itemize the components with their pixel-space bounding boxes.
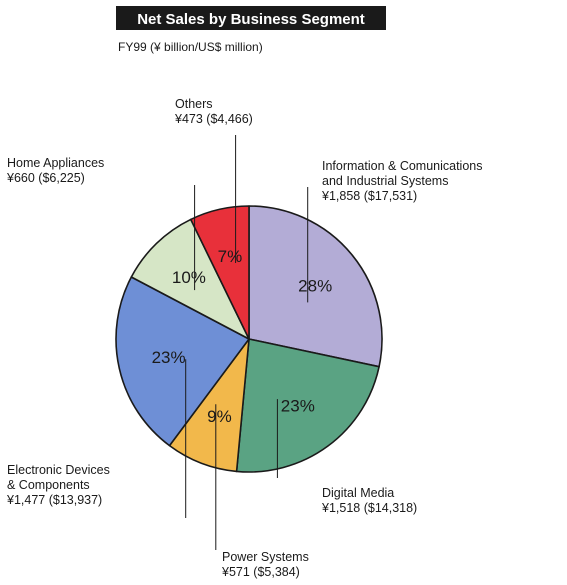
pct-label-digital-media: 23% — [281, 396, 315, 415]
segment-label-line: ¥1,518 ($14,318) — [321, 501, 417, 515]
percentage-labels: 28% 23% 9% 23% 10% 7% — [152, 247, 333, 426]
pct-label-others: 7% — [218, 247, 243, 266]
pct-label-electronic-devices-components: 23% — [152, 348, 186, 367]
segment-label-line: ¥660 ($6,225) — [6, 171, 85, 185]
pie-slice-information-comunications-and-industrial-systems — [248, 205, 383, 368]
segment-label-electronic-devices-components: Electronic Devices & Components ¥1,477 ($1… — [6, 463, 110, 507]
segment-label-line: ¥473 ($4,466) — [174, 112, 253, 126]
segment-label-line: ¥1,858 ($17,531) — [321, 189, 417, 203]
chart-title: Net Sales by Business Segment — [137, 11, 365, 28]
segment-labels: Information & Comunications and Industria… — [6, 97, 483, 579]
pie-slices — [115, 205, 383, 473]
pie-slice-others — [189, 205, 250, 340]
segment-label-line: ¥571 ($5,384) — [221, 565, 300, 579]
segment-label-line: ¥1,477 ($13,937) — [6, 493, 102, 507]
title-background — [116, 6, 386, 30]
segment-label-others: Others ¥473 ($4,466) — [174, 97, 253, 126]
segment-label-digital-media: Digital Media ¥1,518 ($14,318) — [321, 486, 417, 515]
segment-label-power-systems: Power Systems ¥571 ($5,384) — [221, 550, 309, 579]
segment-label-line: Power Systems — [222, 550, 309, 564]
leader-lines — [185, 135, 309, 550]
pct-label-home-appliances: 10% — [172, 268, 206, 287]
pct-label-information-comunications-and-industrial-systems: 28% — [298, 276, 332, 295]
segment-label-line: Others — [175, 97, 213, 111]
chart-subtitle: FY99 (¥ billion/US$ million) — [118, 40, 263, 54]
segment-label-line: & Components — [7, 478, 90, 492]
segment-label-line: Home Appliances — [7, 156, 104, 170]
segment-label-home-appliances: Home Appliances ¥660 ($6,225) — [6, 156, 104, 185]
segment-label-line: Electronic Devices — [7, 463, 110, 477]
pct-label-power-systems: 9% — [207, 407, 232, 426]
segment-label-line: Information & Comunications — [322, 159, 483, 173]
pie-slice-electronic-devices-components — [115, 276, 250, 447]
segment-label-line: Digital Media — [322, 486, 394, 500]
segment-label-information-comunications-and-industrial-systems: Information & Comunications and Industria… — [321, 159, 483, 203]
pie-slice-digital-media — [235, 338, 380, 473]
pie-slice-home-appliances — [130, 218, 250, 340]
segment-label-line: and Industrial Systems — [322, 174, 448, 188]
